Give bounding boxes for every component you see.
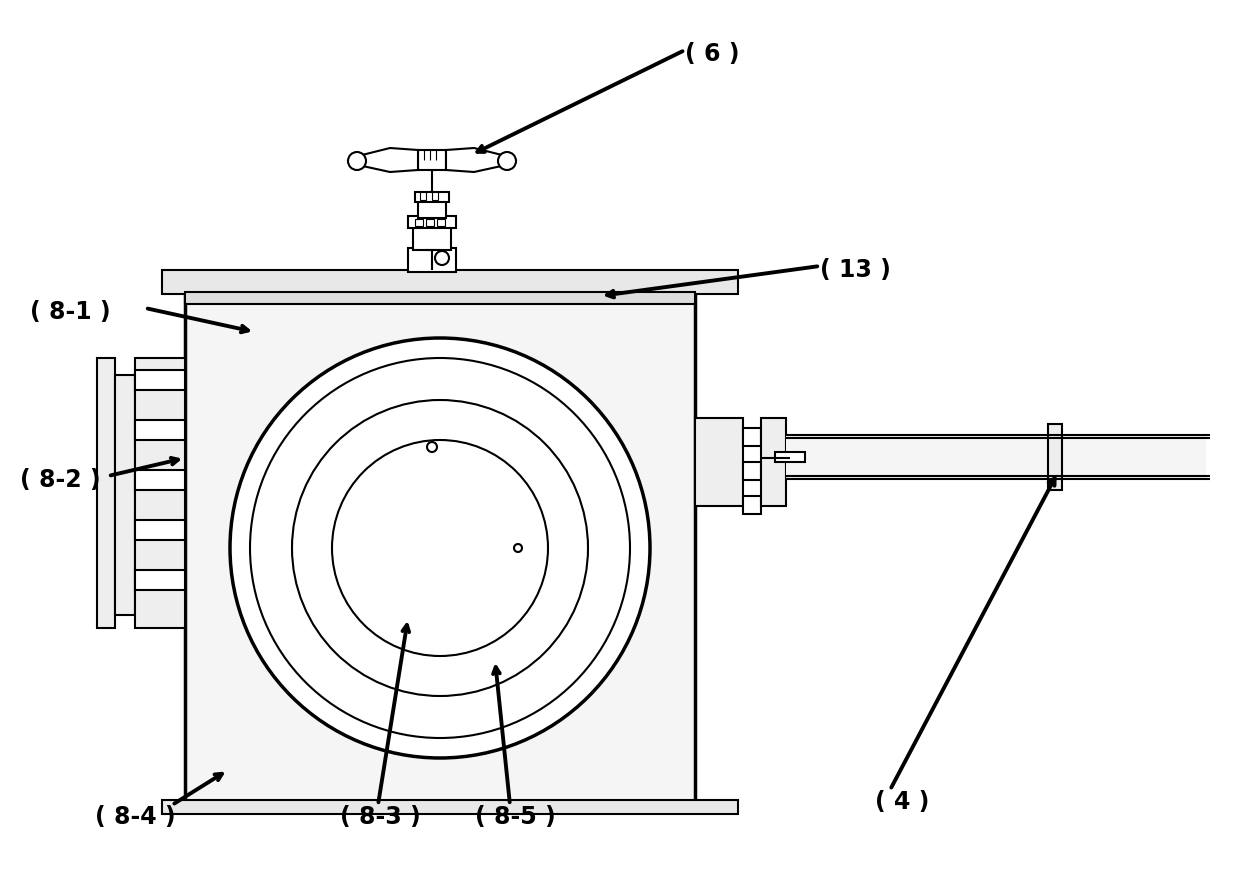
Circle shape [291, 400, 588, 696]
Bar [420, 192, 427, 200]
Bar [185, 292, 694, 805]
Polygon shape [446, 148, 506, 172]
Bar [418, 150, 446, 170]
Bar [135, 358, 185, 628]
Circle shape [348, 152, 366, 170]
Bar [352, 597, 512, 601]
Bar [135, 370, 185, 390]
Bar [786, 435, 1207, 479]
Bar [352, 583, 512, 587]
Polygon shape [358, 148, 418, 172]
Bar [415, 192, 449, 202]
Text: ( 8-4 ): ( 8-4 ) [95, 805, 176, 829]
Bar [162, 270, 738, 294]
Bar [415, 219, 423, 226]
Bar [743, 428, 761, 446]
Bar [408, 216, 456, 228]
Bar [413, 440, 451, 454]
Bar [162, 800, 738, 814]
Circle shape [332, 440, 548, 656]
Text: ( 6 ): ( 6 ) [684, 42, 739, 66]
Bar [185, 292, 694, 304]
Text: ( 8-1 ): ( 8-1 ) [30, 300, 110, 324]
Circle shape [435, 251, 449, 265]
Text: ( 8-3 ): ( 8-3 ) [340, 805, 420, 829]
Bar [135, 570, 185, 590]
Bar [352, 569, 512, 573]
Circle shape [229, 338, 650, 758]
Bar [398, 462, 466, 520]
Bar [432, 192, 438, 200]
Bar [352, 590, 512, 594]
Bar [115, 375, 135, 615]
Bar [1048, 424, 1061, 490]
Bar [775, 452, 805, 462]
Bar [352, 576, 512, 580]
Text: ( 13 ): ( 13 ) [820, 258, 890, 282]
Circle shape [427, 442, 436, 452]
Bar [352, 562, 512, 566]
Bar [135, 420, 185, 440]
Bar [135, 470, 185, 490]
Bar [743, 496, 761, 514]
Bar [352, 555, 512, 559]
Bar [743, 462, 761, 480]
Bar [97, 358, 115, 628]
Bar [694, 418, 743, 506]
Bar [352, 604, 512, 608]
Text: ( 8-2 ): ( 8-2 ) [20, 468, 100, 492]
Bar [348, 545, 516, 617]
Text: ( 8-5 ): ( 8-5 ) [475, 805, 556, 829]
Bar [413, 226, 451, 250]
Circle shape [515, 544, 522, 552]
Bar [418, 200, 446, 218]
Bar [409, 452, 455, 464]
Bar [408, 248, 456, 272]
Bar [436, 219, 445, 226]
Bar [761, 418, 786, 506]
Bar [135, 520, 185, 540]
Circle shape [498, 152, 516, 170]
Circle shape [250, 358, 630, 738]
Text: ( 4 ): ( 4 ) [875, 790, 929, 814]
Bar [427, 219, 434, 226]
